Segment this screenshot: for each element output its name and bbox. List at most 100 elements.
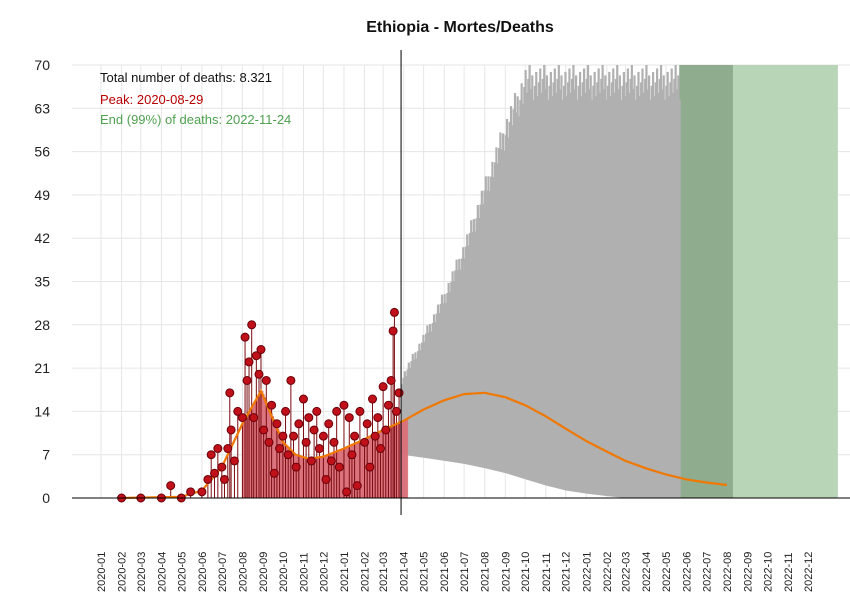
- y-tick-label: 21: [34, 360, 50, 376]
- observed-bar: [311, 458, 314, 498]
- observed-bar: [349, 445, 353, 498]
- x-tick-label: 2022-02: [602, 552, 614, 592]
- observed-bar: [251, 407, 255, 498]
- observed-bar: [300, 456, 304, 498]
- observed-bar: [399, 422, 402, 498]
- observed-bar: [257, 398, 260, 498]
- forecast-band-bar: [524, 70, 527, 480]
- observed-bar: [299, 455, 302, 498]
- x-tick-label: 2020-07: [217, 552, 229, 592]
- observed-bar: [260, 390, 264, 498]
- forecast-band-bar: [571, 78, 574, 492]
- observed-bar: [245, 419, 248, 498]
- y-tick-label: 56: [34, 144, 50, 160]
- forecast-band-bar: [480, 190, 483, 468]
- forecast-band-bar: [549, 71, 552, 487]
- forecast-band-bar: [572, 65, 575, 492]
- observed-bar: [287, 446, 290, 498]
- forecast-band-bar: [565, 96, 568, 491]
- observed-point: [344, 413, 354, 423]
- observed-bar: [274, 422, 277, 498]
- forecast-band-bar: [574, 75, 578, 492]
- forecast-band-bar: [462, 247, 465, 464]
- forecast-zone-2: [732, 65, 838, 498]
- x-tick-label: 2022-08: [722, 552, 734, 592]
- observed-bar: [405, 419, 409, 498]
- forecast-band-bar: [596, 82, 599, 495]
- y-tick-label: 63: [34, 100, 50, 116]
- forecast-band-bar: [638, 96, 641, 499]
- forecast-band-bar: [521, 103, 525, 479]
- forecast-band-bar: [520, 83, 523, 478]
- observed-point: [321, 474, 331, 484]
- forecast-band-bar: [658, 78, 661, 498]
- forecast-band-bar: [464, 246, 467, 465]
- x-tick-label: 2021-02: [360, 552, 372, 592]
- forecast-band-bar: [589, 75, 592, 495]
- forecast-band-bar: [612, 68, 615, 497]
- observed-point: [342, 487, 352, 497]
- observed-bar: [393, 425, 397, 498]
- forecast-band-bar: [630, 65, 633, 498]
- x-tick-label: 2020-04: [156, 552, 168, 592]
- forecast-band-bar: [655, 68, 659, 499]
- y-tick-label: 7: [42, 447, 50, 463]
- forecast-band: [401, 65, 681, 499]
- observed-point: [203, 474, 213, 484]
- forecast-band-bar: [492, 177, 495, 471]
- forecast-band-bar: [559, 89, 562, 489]
- x-tick-label: 2021-08: [480, 552, 492, 592]
- forecast-band-bar: [476, 205, 479, 467]
- forecast-band-bar: [539, 68, 542, 484]
- observed-point: [186, 487, 196, 497]
- forecast-band-bar: [482, 204, 485, 468]
- forecast-band-bar: [669, 82, 672, 498]
- forecast-band-bar: [512, 109, 515, 476]
- forecast-band-bar: [665, 85, 668, 498]
- peak-annotation: Peak: 2020-08-29: [100, 92, 203, 107]
- forecast-band-bar: [646, 89, 649, 499]
- forecast-band-bar: [403, 371, 406, 456]
- x-tick-label: 2022-07: [701, 552, 713, 592]
- observed-bar: [328, 454, 332, 498]
- forecast-band-bar: [605, 99, 608, 496]
- forecast-band-bar: [472, 219, 475, 466]
- x-tick-label: 2020-06: [197, 552, 209, 592]
- forecast-band-bar: [468, 232, 471, 465]
- axes: [72, 50, 850, 515]
- forecast-band-bar: [428, 324, 432, 459]
- observed-point: [278, 431, 288, 441]
- observed-point: [247, 320, 257, 330]
- forecast-band-bar: [533, 85, 537, 483]
- forecast-band-bar: [529, 89, 533, 481]
- observed-point: [355, 406, 365, 416]
- observed-point: [383, 400, 393, 410]
- forecast-band-bar: [486, 190, 489, 469]
- forecast-band-bar: [527, 78, 530, 481]
- forecast-band-bar: [439, 303, 442, 461]
- y-tick-label: 35: [34, 274, 50, 290]
- x-tick-label: 2020-05: [176, 552, 188, 592]
- observed-point: [264, 437, 274, 447]
- observed-point: [324, 419, 334, 429]
- forecast-band-bar: [648, 75, 651, 498]
- forecast-band-bar: [666, 71, 669, 498]
- forecast-band-bar: [641, 68, 644, 499]
- forecast-band-bar: [531, 75, 534, 482]
- observed-point: [362, 419, 372, 429]
- forecast-band-bar: [576, 99, 579, 493]
- observed-point: [370, 431, 380, 441]
- y-axis-ticks: 0 7 14 21 28 35 42 49 56 63 70: [34, 57, 50, 506]
- forecast-band-bar: [413, 359, 416, 457]
- forecast-band-bar: [568, 68, 571, 491]
- forecast-band-bar: [466, 234, 469, 465]
- forecast-band-bar: [556, 78, 559, 489]
- observed-bar: [279, 434, 282, 498]
- x-tick-label: 2021-06: [439, 552, 451, 592]
- forecast-band-bar: [637, 71, 640, 498]
- x-tick-label: 2021-03: [378, 552, 390, 592]
- forecast-band-bar: [671, 92, 675, 498]
- forecast-band-bar: [443, 294, 446, 461]
- observed-point: [256, 345, 266, 355]
